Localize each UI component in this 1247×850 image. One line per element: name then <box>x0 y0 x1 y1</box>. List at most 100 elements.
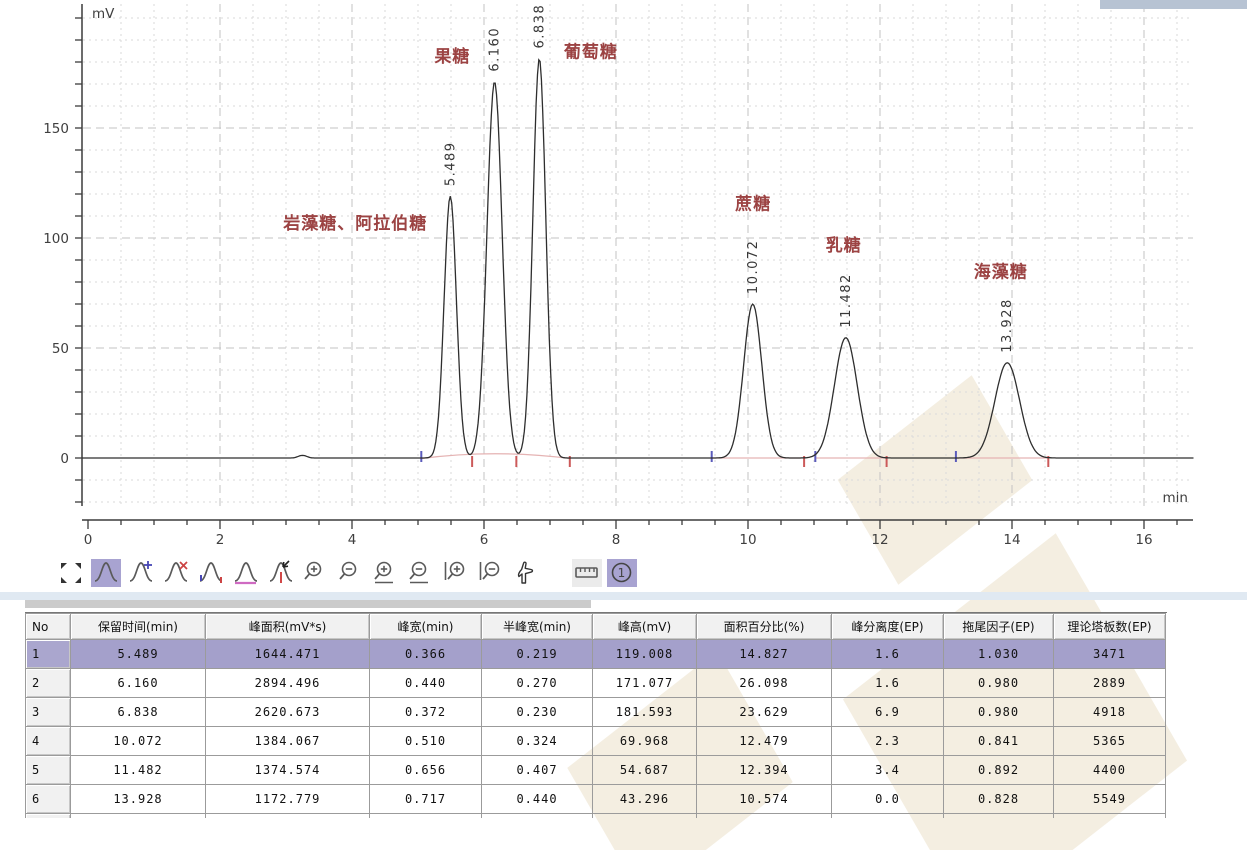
value-cell: 2889 <box>1053 668 1166 698</box>
value-cell: 1.6 <box>831 668 944 698</box>
value-cell: 0.510 <box>369 726 482 756</box>
ruler-button[interactable] <box>572 559 602 587</box>
table-header-no: No <box>25 613 71 640</box>
delete-peak-button[interactable] <box>161 559 191 587</box>
peak-results-table-container: No 保留时间(min) 峰面积(mV*s) 峰宽(min) 半峰宽(min) 峰高(mV… <box>25 612 1167 818</box>
peak-row-1[interactable]: 1 5.489 1644.471 0.366 0.219 119.008 14.827 1.6… <box>25 639 1166 669</box>
y-tick-label: 50 <box>52 341 69 357</box>
peak-row-3[interactable]: 3 6.838 2620.673 0.372 0.230 181.593 23.629 6.9… <box>25 697 1166 727</box>
value-cell: 3471 <box>1053 639 1166 669</box>
y-tick-label: 0 <box>60 451 69 467</box>
zoom-out-x-button[interactable] <box>406 559 436 587</box>
value-cell: 5549 <box>1053 784 1166 814</box>
manual-baseline-button[interactable] <box>196 559 226 587</box>
table-header-col9: 理论塔板数(EP) <box>1053 613 1166 640</box>
row-number-cell: 3 <box>25 697 71 727</box>
integrate-peak-button[interactable] <box>91 559 121 587</box>
table-header-col5: 峰高(mV) <box>592 613 697 640</box>
value-cell: 171.077 <box>592 668 697 698</box>
value-cell: 6.160 <box>70 668 206 698</box>
add-peak-button[interactable] <box>126 559 156 587</box>
value-cell: 13.928 <box>70 784 206 814</box>
splitter-bar[interactable] <box>25 600 591 608</box>
value-cell: 0.270 <box>481 668 593 698</box>
zoom-in-x-button[interactable] <box>371 559 401 587</box>
zoom-out-button[interactable] <box>336 559 366 587</box>
single-channel-button[interactable]: 1 <box>607 559 637 587</box>
split-peak-button[interactable] <box>266 559 296 587</box>
value-cell: 181.593 <box>592 697 697 727</box>
zoom-in-x-icon <box>374 561 393 584</box>
value-cell <box>831 813 944 818</box>
value-cell: 43.296 <box>592 784 697 814</box>
x-tick-label: 4 <box>348 532 357 548</box>
value-cell <box>70 813 206 818</box>
value-cell: 1.6 <box>831 639 944 669</box>
peak-rt-label: 5.489 <box>443 141 458 186</box>
zoom-out-x-icon <box>409 561 428 584</box>
value-cell: 23.629 <box>696 697 832 727</box>
zoom-in-button[interactable] <box>301 559 331 587</box>
value-cell: 1.030 <box>943 639 1054 669</box>
value-cell: 6.9 <box>831 697 944 727</box>
split-peak-icon <box>269 560 293 583</box>
value-cell: 0.366 <box>369 639 482 669</box>
value-cell: 119.008 <box>592 639 697 669</box>
value-cell: 0.440 <box>481 784 593 814</box>
zoom-out-y-button[interactable] <box>476 559 506 587</box>
value-cell: 0.219 <box>481 639 593 669</box>
value-cell: 10.574 <box>696 784 832 814</box>
table-header-col4: 半峰宽(min) <box>481 613 593 640</box>
integrate-peak-icon <box>94 562 118 582</box>
fit-view-button[interactable] <box>56 559 86 587</box>
value-cell: 2894.496 <box>205 668 370 698</box>
row-number-cell: 6 <box>25 784 71 814</box>
peak-name-label: 葡萄糖 <box>563 42 618 63</box>
value-cell: 0.440 <box>369 668 482 698</box>
pan-hand-icon <box>517 561 534 584</box>
value-cell: 0.656 <box>369 755 482 785</box>
peak-row-6[interactable]: 6 13.928 1172.779 0.717 0.440 43.296 10.574 0.0… <box>25 784 1166 814</box>
chromatogram-toolbar: 1 <box>56 557 642 589</box>
value-cell: 2.3 <box>831 726 944 756</box>
value-cell: 0.980 <box>943 668 1054 698</box>
value-cell: 69.968 <box>592 726 697 756</box>
value-cell: 1384.067 <box>205 726 370 756</box>
table-header-col6: 面积百分比(%) <box>696 613 832 640</box>
value-cell: 0.717 <box>369 784 482 814</box>
peak-name-label: 蔗糖 <box>734 193 771 214</box>
value-cell: 26.098 <box>696 668 832 698</box>
value-cell <box>481 813 593 818</box>
x-tick-label: 0 <box>84 532 93 548</box>
value-cell: 12.394 <box>696 755 832 785</box>
value-cell: 0.841 <box>943 726 1054 756</box>
peak-row-5[interactable]: 5 11.482 1374.574 0.656 0.407 54.687 12.394 3.4… <box>25 755 1166 785</box>
value-cell: 0.407 <box>481 755 593 785</box>
x-tick-label: 16 <box>1135 532 1152 548</box>
peak-row-2[interactable]: 2 6.160 2894.496 0.440 0.270 171.077 26.098 1.6… <box>25 668 1166 698</box>
value-cell: 0.828 <box>943 784 1054 814</box>
peak-rt-label: 10.072 <box>746 240 761 295</box>
value-cell: 0.0 <box>831 784 944 814</box>
x-tick-label: 14 <box>1003 532 1020 548</box>
peak-results-table: No 保留时间(min) 峰面积(mV*s) 峰宽(min) 半峰宽(min) 峰高(mV… <box>25 613 1166 818</box>
row-number-cell: 2 <box>25 668 71 698</box>
value-cell: 10.072 <box>70 726 206 756</box>
chromatogram-plot-area[interactable]: 0 50 100 150 mV 0 2 4 6 8 10 12 14 16 min 5.489 6.160 6.8… <box>0 0 1247 556</box>
zoom-in-y-button[interactable] <box>441 559 471 587</box>
value-cell <box>592 813 697 818</box>
value-cell: 0.230 <box>481 697 593 727</box>
zoom-in-icon <box>304 561 322 580</box>
value-cell: 14.827 <box>696 639 832 669</box>
value-cell: 12.479 <box>696 726 832 756</box>
value-cell: 1172.779 <box>205 784 370 814</box>
integration-baseline <box>421 453 570 460</box>
value-cell: 0.892 <box>943 755 1054 785</box>
x-axis-unit: min <box>1163 490 1188 506</box>
row-number-cell <box>25 813 71 818</box>
pan-hand-button[interactable] <box>511 559 541 587</box>
peak-row-4[interactable]: 4 10.072 1384.067 0.510 0.324 69.968 12.479 2.3… <box>25 726 1166 756</box>
zoom-out-y-icon <box>479 561 500 580</box>
baseline-button[interactable] <box>231 559 261 587</box>
